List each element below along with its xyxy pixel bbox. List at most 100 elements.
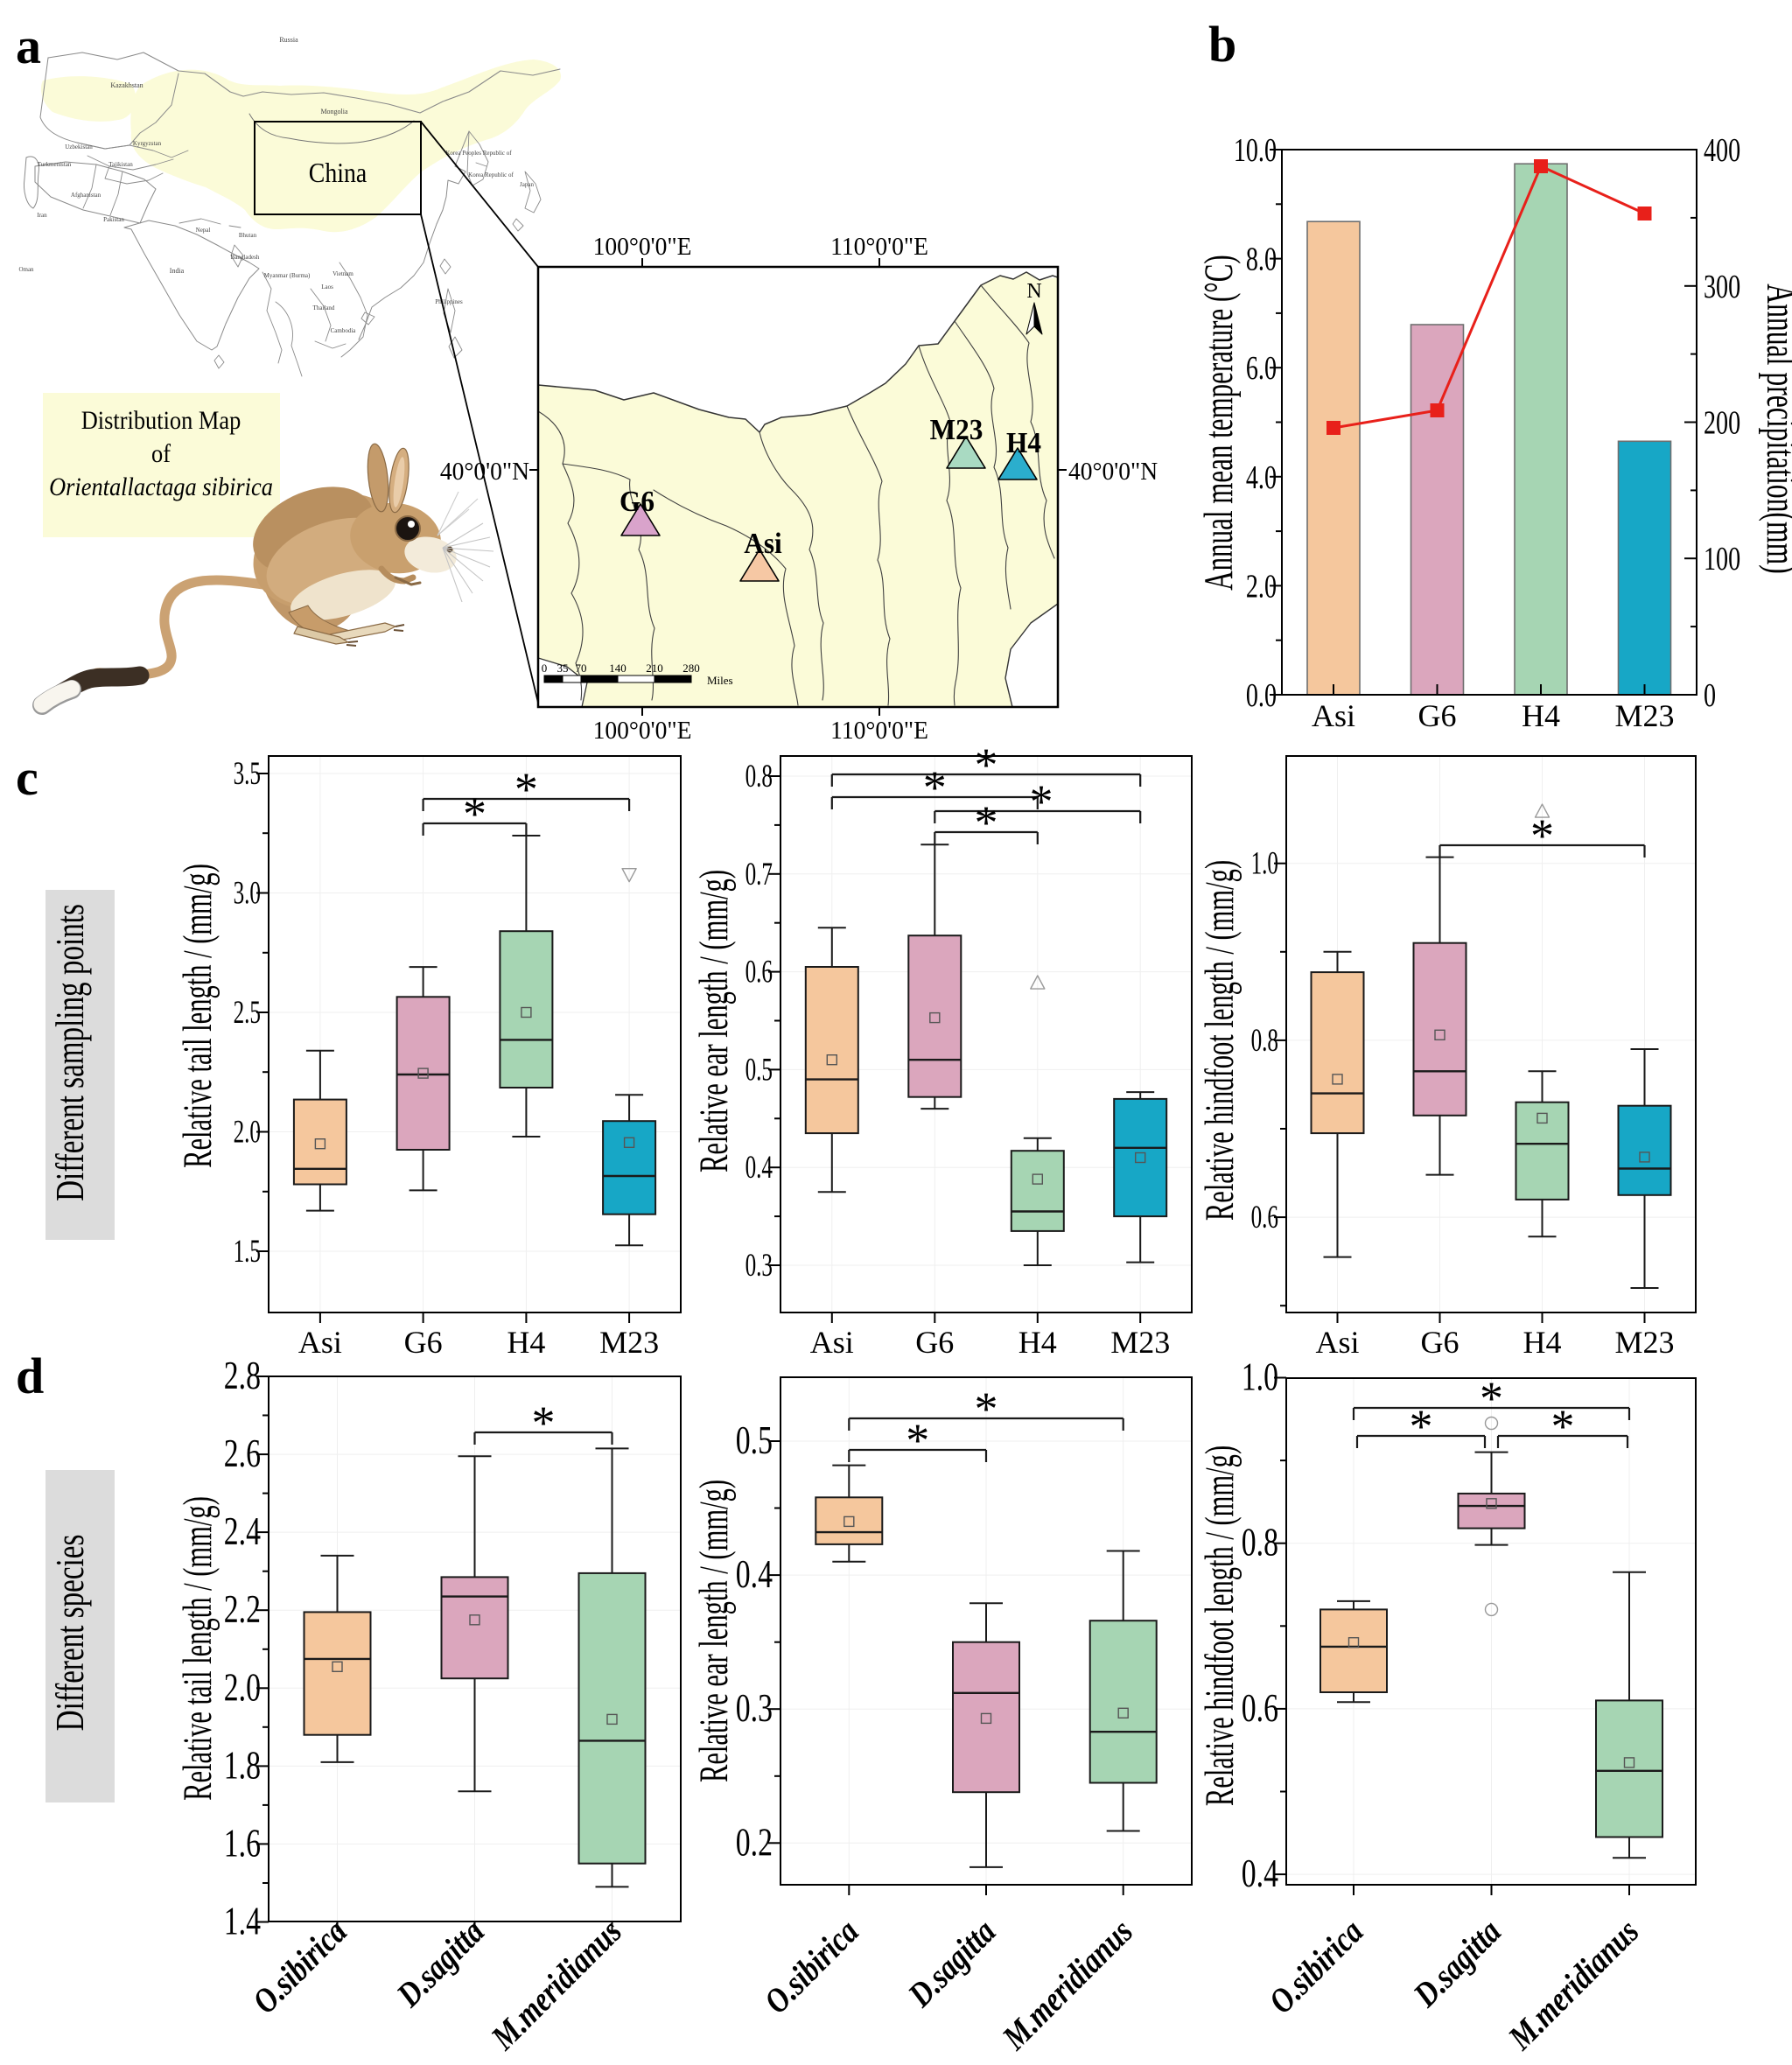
svg-text:Bangladesh: Bangladesh — [231, 254, 260, 261]
svg-text:M23: M23 — [1110, 1325, 1170, 1360]
svg-text:H4: H4 — [1006, 427, 1041, 459]
svg-text:*: * — [975, 796, 998, 849]
svg-text:Asi: Asi — [810, 1325, 854, 1360]
svg-text:100: 100 — [1704, 541, 1740, 578]
svg-text:b: b — [1208, 16, 1236, 73]
svg-text:Afghanistan: Afghanistan — [71, 192, 102, 199]
svg-text:70: 70 — [576, 662, 587, 675]
svg-text:Thailand: Thailand — [313, 304, 335, 312]
svg-text:2.6: 2.6 — [224, 1432, 261, 1476]
svg-text:1.0: 1.0 — [1251, 845, 1278, 881]
svg-text:6.0: 6.0 — [1246, 350, 1277, 387]
svg-text:0.8: 0.8 — [1251, 1022, 1278, 1058]
svg-text:40°0'0"N: 40°0'0"N — [1068, 458, 1158, 486]
svg-text:M23: M23 — [1614, 1325, 1674, 1360]
svg-text:*: * — [1530, 809, 1554, 862]
svg-text:0.4: 0.4 — [736, 1553, 773, 1597]
svg-text:Philippines: Philippines — [435, 298, 463, 305]
svg-text:M23: M23 — [930, 414, 984, 446]
svg-text:Korea Republic of: Korea Republic of — [468, 172, 514, 178]
svg-text:Kyrgyzstan: Kyrgyzstan — [133, 140, 162, 147]
svg-text:0: 0 — [542, 662, 548, 675]
svg-text:Cambodia: Cambodia — [331, 327, 357, 334]
svg-text:400: 400 — [1704, 132, 1740, 169]
svg-text:H4: H4 — [507, 1325, 545, 1360]
svg-text:Annual precipitation(mm): Annual precipitation(mm) — [1758, 284, 1792, 574]
svg-text:0: 0 — [1704, 677, 1716, 714]
svg-text:Oman: Oman — [18, 266, 34, 273]
svg-text:*: * — [1480, 1372, 1503, 1424]
svg-text:Different sampling points: Different sampling points — [47, 904, 93, 1201]
svg-text:*: * — [1410, 1400, 1433, 1452]
svg-text:Relative ear length / (mm/g): Relative ear length / (mm/g) — [690, 1480, 736, 1782]
svg-text:M23: M23 — [1614, 698, 1674, 733]
svg-text:Vietnam: Vietnam — [332, 270, 354, 277]
svg-text:Different species: Different species — [47, 1535, 93, 1732]
svg-text:Russia: Russia — [279, 36, 298, 44]
svg-text:210: 210 — [646, 662, 663, 675]
svg-text:0.7: 0.7 — [746, 856, 773, 892]
svg-text:0.2: 0.2 — [736, 1821, 773, 1865]
svg-text:Miles: Miles — [707, 674, 733, 687]
svg-text:40°0'0"N: 40°0'0"N — [440, 458, 529, 486]
svg-text:1.4: 1.4 — [224, 1900, 261, 1943]
svg-text:a: a — [16, 18, 41, 74]
svg-text:200: 200 — [1704, 405, 1740, 442]
svg-text:0.0: 0.0 — [1246, 677, 1277, 714]
svg-text:2.0: 2.0 — [234, 1114, 261, 1150]
svg-text:India: India — [170, 267, 185, 275]
svg-text:1.5: 1.5 — [234, 1233, 261, 1269]
svg-text:0.6: 0.6 — [1242, 1686, 1278, 1730]
svg-text:N: N — [1026, 280, 1041, 303]
svg-text:0.6: 0.6 — [746, 954, 773, 990]
svg-text:140: 140 — [609, 662, 626, 675]
svg-text:c: c — [16, 749, 38, 806]
svg-text:H4: H4 — [1523, 1325, 1562, 1360]
svg-text:2.0: 2.0 — [1246, 568, 1277, 605]
svg-text:G6: G6 — [1418, 698, 1457, 733]
svg-text:2.2: 2.2 — [224, 1588, 261, 1632]
svg-text:H4: H4 — [1018, 1325, 1057, 1360]
svg-text:100°0'0"E: 100°0'0"E — [593, 233, 692, 261]
svg-text:Asi: Asi — [1315, 1325, 1359, 1360]
svg-text:100°0'0"E: 100°0'0"E — [593, 717, 692, 745]
svg-text:3.0: 3.0 — [234, 875, 261, 911]
svg-text:2.5: 2.5 — [234, 994, 261, 1030]
svg-text:Annual mean temperature (°C): Annual mean temperature (°C) — [1196, 255, 1242, 590]
svg-text:*: * — [514, 763, 538, 816]
svg-text:0.3: 0.3 — [746, 1247, 773, 1283]
svg-text:*: * — [906, 1414, 929, 1466]
svg-text:China: China — [309, 158, 367, 188]
svg-text:0.5: 0.5 — [736, 1418, 773, 1462]
svg-text:Nepal: Nepal — [196, 227, 211, 234]
svg-text:*: * — [532, 1396, 556, 1449]
svg-text:*: * — [463, 788, 486, 840]
svg-text:Relative tail length / (mm/g): Relative tail length / (mm/g) — [174, 864, 220, 1168]
svg-text:Relative tail length / (mm/g): Relative tail length / (mm/g) — [174, 1496, 220, 1801]
svg-text:*: * — [1030, 775, 1054, 828]
svg-text:of: of — [151, 440, 172, 469]
svg-text:Orientallactaga sibirica: Orientallactaga sibirica — [49, 473, 273, 502]
svg-text:Asi: Asi — [1312, 698, 1355, 733]
svg-text:10.0: 10.0 — [1234, 132, 1277, 169]
svg-text:0.8: 0.8 — [746, 758, 773, 794]
svg-text:Relative hindfoot length / (mm: Relative hindfoot length / (mm/g) — [1196, 860, 1242, 1221]
svg-text:Turkmenistan: Turkmenistan — [38, 161, 72, 168]
svg-text:Laos: Laos — [321, 284, 333, 290]
svg-text:Iran: Iran — [37, 212, 47, 219]
svg-text:0.4: 0.4 — [1242, 1852, 1278, 1896]
svg-text:1.8: 1.8 — [224, 1744, 261, 1788]
svg-text:300: 300 — [1704, 269, 1740, 305]
svg-text:G6: G6 — [404, 1325, 443, 1360]
svg-text:*: * — [975, 1382, 998, 1435]
svg-text:8.0: 8.0 — [1246, 242, 1277, 278]
svg-text:0.6: 0.6 — [1251, 1199, 1278, 1235]
svg-text:2.4: 2.4 — [224, 1510, 261, 1554]
svg-text:110°0'0"E: 110°0'0"E — [830, 717, 928, 745]
svg-text:Pakistan: Pakistan — [103, 216, 124, 223]
svg-text:d: d — [16, 1348, 44, 1404]
svg-text:3.5: 3.5 — [234, 755, 261, 791]
svg-text:G6: G6 — [1421, 1325, 1460, 1360]
svg-text:*: * — [1551, 1400, 1575, 1452]
svg-text:Asi: Asi — [744, 528, 781, 560]
